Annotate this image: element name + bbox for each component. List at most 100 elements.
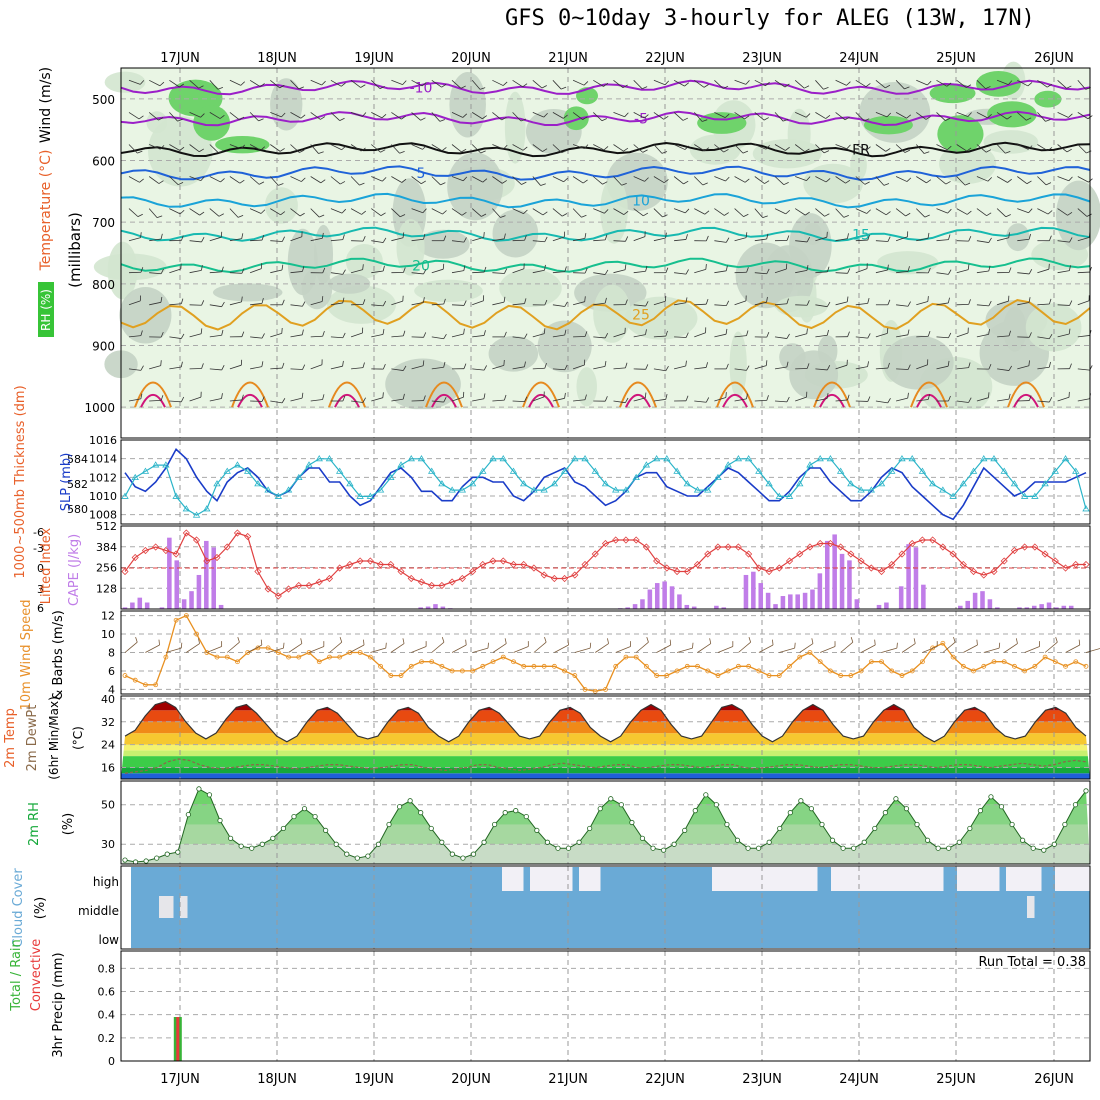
wind-speed-marker [357, 650, 363, 655]
lifted-index-marker [877, 567, 886, 576]
thickness-marker [1020, 492, 1029, 499]
wind-barb [189, 328, 203, 338]
wind-barb-shaft [875, 112, 888, 118]
wind-barb-flag [1039, 641, 1040, 647]
precip-tick-label: 0.4 [98, 1009, 116, 1022]
lifted-index-marker [755, 564, 763, 572]
wind-barb-flag [563, 177, 568, 183]
cape-bar [1061, 605, 1067, 609]
wind-barb-flag [423, 269, 427, 275]
wind-barb [532, 208, 548, 216]
wind-barb-flag [948, 395, 951, 402]
rh-marker [998, 804, 1005, 810]
wind-barb [209, 208, 224, 217]
wind-barb-flag [521, 181, 527, 185]
wind-barb-flag [806, 391, 808, 398]
wind-barb-flag [139, 295, 142, 301]
wind-barb-flag [1008, 232, 1010, 238]
lifted-index-marker [417, 578, 426, 586]
wind-barb-shaft [815, 368, 828, 371]
wind-barb [492, 208, 506, 218]
lifted-index-marker [581, 560, 589, 569]
lifted-index-marker [847, 550, 855, 558]
thickness-marker [274, 492, 283, 499]
wind-barb-shaft [835, 238, 848, 242]
cape-bar [662, 581, 667, 609]
wind-barb [774, 298, 789, 306]
rh-shade [287, 228, 318, 296]
wind-barb [694, 235, 709, 242]
wind-barb-shaft [996, 300, 1009, 306]
wind-barb-flag [221, 301, 225, 307]
wind-barb-flag [642, 149, 648, 153]
wind-axis-label: 10m Wind Speed [19, 600, 34, 711]
wind-barb-shaft [916, 112, 927, 120]
wind-barb-flag [543, 328, 546, 334]
wind-barb-flag [1086, 213, 1092, 217]
wind-barb-flag [645, 364, 649, 370]
wind-barb-shaft [996, 176, 1008, 183]
wind-barb-flag [443, 235, 447, 241]
wind-barb-shaft [350, 79, 361, 88]
wind-barb-shaft [754, 112, 765, 121]
wind-barb-shaft [795, 240, 808, 243]
wind-barb-flag [422, 360, 425, 366]
wind-barb [451, 237, 467, 243]
wind-barb-shaft [574, 647, 591, 653]
wind-barb [290, 176, 306, 182]
wind-barb-flag [280, 211, 286, 216]
wind-barb [1017, 208, 1033, 214]
wind-barb-shaft [431, 336, 444, 340]
lifted-index-marker [1010, 546, 1019, 555]
wind-barb-flag [1068, 391, 1070, 398]
dewpoint-line [124, 758, 1087, 774]
wind-barb [512, 361, 526, 370]
wind-barb-flag [160, 360, 162, 366]
wind-barb-flag [502, 180, 507, 184]
wind-barb-shaft [411, 365, 424, 370]
lifted-index-marker [244, 532, 252, 541]
rh-marker [587, 825, 593, 832]
cloud-axis-label: Cloud Cover [11, 868, 26, 948]
wind-barb-shaft [128, 112, 140, 120]
wind-barb-flag [924, 151, 930, 154]
wind-barb-flag [988, 237, 992, 243]
wind-barb [653, 144, 668, 154]
rh-marker [576, 839, 582, 845]
wind-barb-shaft [149, 399, 162, 402]
wind-barb-shaft [1077, 80, 1086, 90]
wind-barb-shaft [288, 643, 303, 653]
wind-barb-shaft [249, 112, 259, 122]
lifted-index-marker [601, 539, 610, 548]
rh-marker [333, 841, 339, 847]
wind-barb [875, 299, 891, 306]
wind-barb [1037, 79, 1052, 88]
wind-barb [593, 112, 608, 122]
wind-barb-flag [826, 266, 830, 272]
cape-bar [425, 606, 431, 609]
thickness-marker [601, 480, 610, 487]
wind-barb-shaft [895, 112, 907, 119]
wind-barb [573, 233, 587, 242]
wind-barb-shaft [411, 144, 423, 150]
wind-barb [936, 112, 951, 121]
wind-barb-flag [179, 209, 185, 215]
wind-barb-flag [400, 214, 406, 218]
wind-barb-flag [260, 639, 263, 646]
wind-barb-flag [380, 149, 386, 153]
wind-barb-flag [847, 394, 850, 401]
wind-speed-marker [1063, 663, 1068, 669]
wind-barb-shaft [1057, 304, 1070, 306]
wind-barb-shaft [815, 304, 828, 308]
wind-barb-flag [705, 362, 708, 368]
thickness-marker [325, 455, 334, 462]
wind-barb [795, 112, 811, 118]
wind-barb [270, 112, 286, 118]
panel-frame [120, 67, 1091, 439]
wind-barb-shaft [350, 112, 363, 117]
cloud-clear-high [516, 867, 524, 891]
wind-speed-marker [838, 673, 844, 678]
wind-barb [512, 298, 527, 306]
rh-marker [228, 835, 234, 841]
wind-barb-flag [504, 331, 507, 338]
